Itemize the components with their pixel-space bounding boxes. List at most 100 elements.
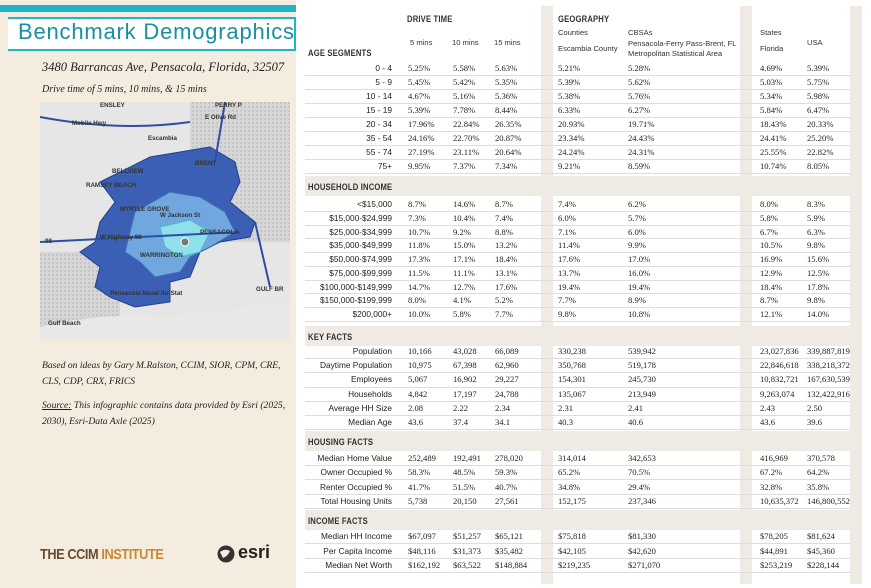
accent-bar xyxy=(0,5,296,12)
cell: 350,768 xyxy=(558,360,586,371)
row-label: $25,000-$34,999 xyxy=(329,226,392,237)
cell: 12.5% xyxy=(807,267,830,278)
cell: 51.5% xyxy=(453,481,476,492)
cell: 278,020 xyxy=(495,453,523,463)
cell: 5,738 xyxy=(408,495,428,506)
map xyxy=(40,102,290,340)
cell: 16,902 xyxy=(453,374,477,385)
cell: 6.0% xyxy=(628,226,646,237)
cell: 6.7% xyxy=(760,226,778,237)
cell: 7.7% xyxy=(558,295,576,306)
ccim-a: THE CCIM xyxy=(40,546,99,563)
cell: $51,257 xyxy=(453,531,481,541)
cell: 20.87% xyxy=(495,133,522,143)
section-title: HOUSING FACTS xyxy=(308,437,374,447)
roads xyxy=(40,102,271,288)
row-line xyxy=(305,321,850,322)
section-band xyxy=(305,176,850,196)
cell: 5,067 xyxy=(408,374,428,385)
cell: $271,070 xyxy=(628,560,661,570)
row-line xyxy=(305,252,850,253)
cell: 10,166 xyxy=(408,346,432,356)
section-band xyxy=(305,326,850,346)
cell: $31,373 xyxy=(453,545,481,556)
cell: $63,522 xyxy=(453,560,481,570)
row-line xyxy=(305,429,850,430)
row-label: $15,000-$24,999 xyxy=(329,212,392,223)
cell: $162,192 xyxy=(408,560,441,570)
row-label: $75,000-$99,999 xyxy=(329,267,392,278)
cell: 17.8% xyxy=(807,281,830,292)
cell: 6.0% xyxy=(558,212,576,223)
cell: 6.47% xyxy=(807,105,830,115)
cell: $81,624 xyxy=(807,531,835,541)
cell: 15.6% xyxy=(807,254,830,264)
cell: 7.37% xyxy=(453,161,476,171)
column-header: 10 mins xyxy=(452,38,479,47)
cell: 12.9% xyxy=(760,267,783,278)
map-label: E Olive Rd xyxy=(205,114,236,121)
cell: $219,235 xyxy=(558,560,591,570)
cell: 5.62% xyxy=(628,77,651,87)
cell: 14.0% xyxy=(807,309,830,319)
cell: 27,561 xyxy=(495,495,519,506)
column-header: 15 mins xyxy=(494,38,521,47)
map-label: BELLVIEW xyxy=(112,168,144,175)
cell: 10.8% xyxy=(628,309,651,319)
address: 3480 Barrancas Ave, Pensacola, Florida, … xyxy=(42,60,285,74)
cell: 19.4% xyxy=(628,281,651,292)
row-label: 20 - 34 xyxy=(366,119,392,129)
cell: $67,097 xyxy=(408,531,436,541)
map-label: PENSACOLA xyxy=(200,229,239,236)
cell: 35.8% xyxy=(807,481,830,492)
cell: 48.5% xyxy=(453,467,476,478)
row-line xyxy=(305,465,850,466)
section-band xyxy=(305,431,850,451)
cell: 9.2% xyxy=(453,226,471,237)
cell: 5.8% xyxy=(453,309,471,319)
cell: 17.3% xyxy=(408,254,431,264)
cell: 245,730 xyxy=(628,374,656,385)
cell: 19.71% xyxy=(628,119,655,129)
title: Benchmark Demographics xyxy=(18,19,295,44)
cell: 16.0% xyxy=(628,267,651,278)
cell: 18.43% xyxy=(760,119,787,129)
cell: 24.43% xyxy=(628,133,655,143)
row-label: $200,000+ xyxy=(352,309,392,319)
cell: 2.34 xyxy=(495,402,511,413)
row-line xyxy=(305,572,850,573)
row-line xyxy=(305,159,850,160)
cell: 5.45% xyxy=(408,77,431,87)
column-header: USA xyxy=(807,38,823,47)
source: Source: This infographic contains data p… xyxy=(42,398,287,430)
cell: 152,175 xyxy=(558,495,586,506)
cell: 167,630,539 xyxy=(807,374,850,385)
cell: 59.3% xyxy=(495,467,518,478)
cell: 416,969 xyxy=(760,453,788,463)
map-label: WARRINGTON xyxy=(140,252,183,259)
cell: 7.3% xyxy=(408,212,426,223)
cell: 12.1% xyxy=(760,309,783,319)
row-label: $150,000-$199,999 xyxy=(320,295,392,306)
row-line xyxy=(305,225,850,226)
cell: 17.6% xyxy=(558,254,581,264)
cell: 2.41 xyxy=(628,402,644,413)
row-line xyxy=(305,372,850,373)
cell: 14.7% xyxy=(408,281,431,292)
cell: 7.4% xyxy=(495,212,513,223)
cell: 17.6% xyxy=(495,281,518,292)
cell: 34.1 xyxy=(495,417,511,427)
cell: 9.9% xyxy=(628,240,646,251)
cell: 5.63% xyxy=(495,63,518,73)
row-label: Renter Occupied % xyxy=(320,481,392,492)
map-label: ENSLEY xyxy=(100,102,125,109)
credit: Based on ideas by Gary M.Ralston, CCIM, … xyxy=(42,360,281,387)
row-label: $35,000-$49,999 xyxy=(329,240,392,251)
cell: 5.38% xyxy=(558,91,581,101)
row-line xyxy=(305,238,850,239)
cell: 23.34% xyxy=(558,133,585,143)
cell: 8.7% xyxy=(495,199,513,209)
column-header: Florida xyxy=(760,44,784,53)
cell: 65.2% xyxy=(558,467,581,478)
map-label: Pensacola Naval Air Stat xyxy=(110,290,183,297)
